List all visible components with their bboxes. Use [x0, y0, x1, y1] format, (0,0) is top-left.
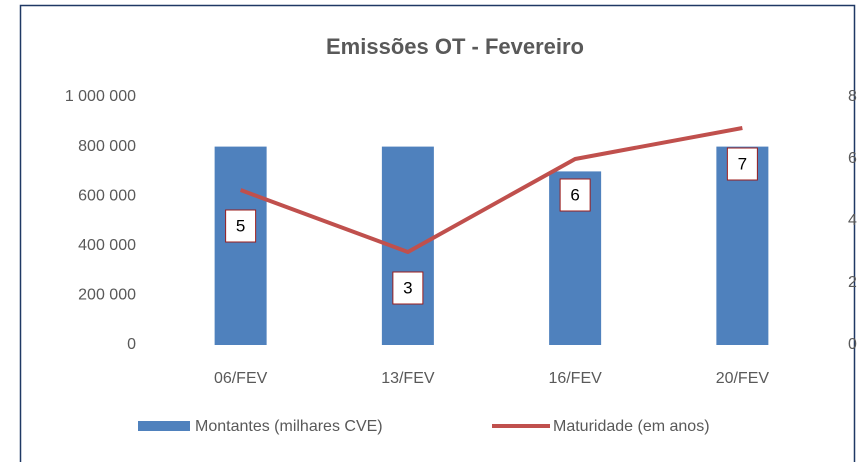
data-label-box: [726, 147, 758, 181]
data-label: 7: [738, 154, 747, 173]
y-tick-label: 400 000: [78, 237, 136, 254]
legend-label: Maturidade (em anos): [553, 418, 710, 435]
x-tick-label: 20/FEV: [716, 370, 770, 387]
chart-title: Emissões OT - Fevereiro: [326, 34, 584, 59]
y2-tick-label: 2: [848, 274, 857, 291]
y-tick-label: 1 000 000: [65, 88, 136, 105]
data-label-box: [559, 178, 591, 212]
y-tick-label: 800 000: [78, 138, 136, 155]
y2-tick-label: 8: [848, 88, 857, 105]
y-tick-label: 0: [127, 336, 136, 353]
legend-label: Montantes (milhares CVE): [195, 418, 383, 435]
data-label-box: [392, 271, 424, 305]
data-label: 3: [403, 278, 412, 297]
legend-swatch: [138, 421, 190, 431]
data-label: 6: [570, 185, 579, 204]
line: [239, 126, 743, 254]
y2-tick-label: 0: [848, 336, 857, 353]
bar: [214, 146, 267, 345]
y2-tick-label: 4: [848, 212, 857, 229]
x-tick-label: 16/FEV: [548, 370, 602, 387]
y-tick-label: 200 000: [78, 287, 136, 304]
x-tick-label: 06/FEV: [214, 370, 268, 387]
y2-tick-label: 6: [848, 150, 857, 167]
data-label: 5: [236, 216, 245, 235]
y-tick-label: 600 000: [78, 187, 136, 204]
data-label-box: [225, 209, 257, 243]
chart-frame: [19, 4, 856, 462]
x-tick-label: 13/FEV: [381, 370, 435, 387]
